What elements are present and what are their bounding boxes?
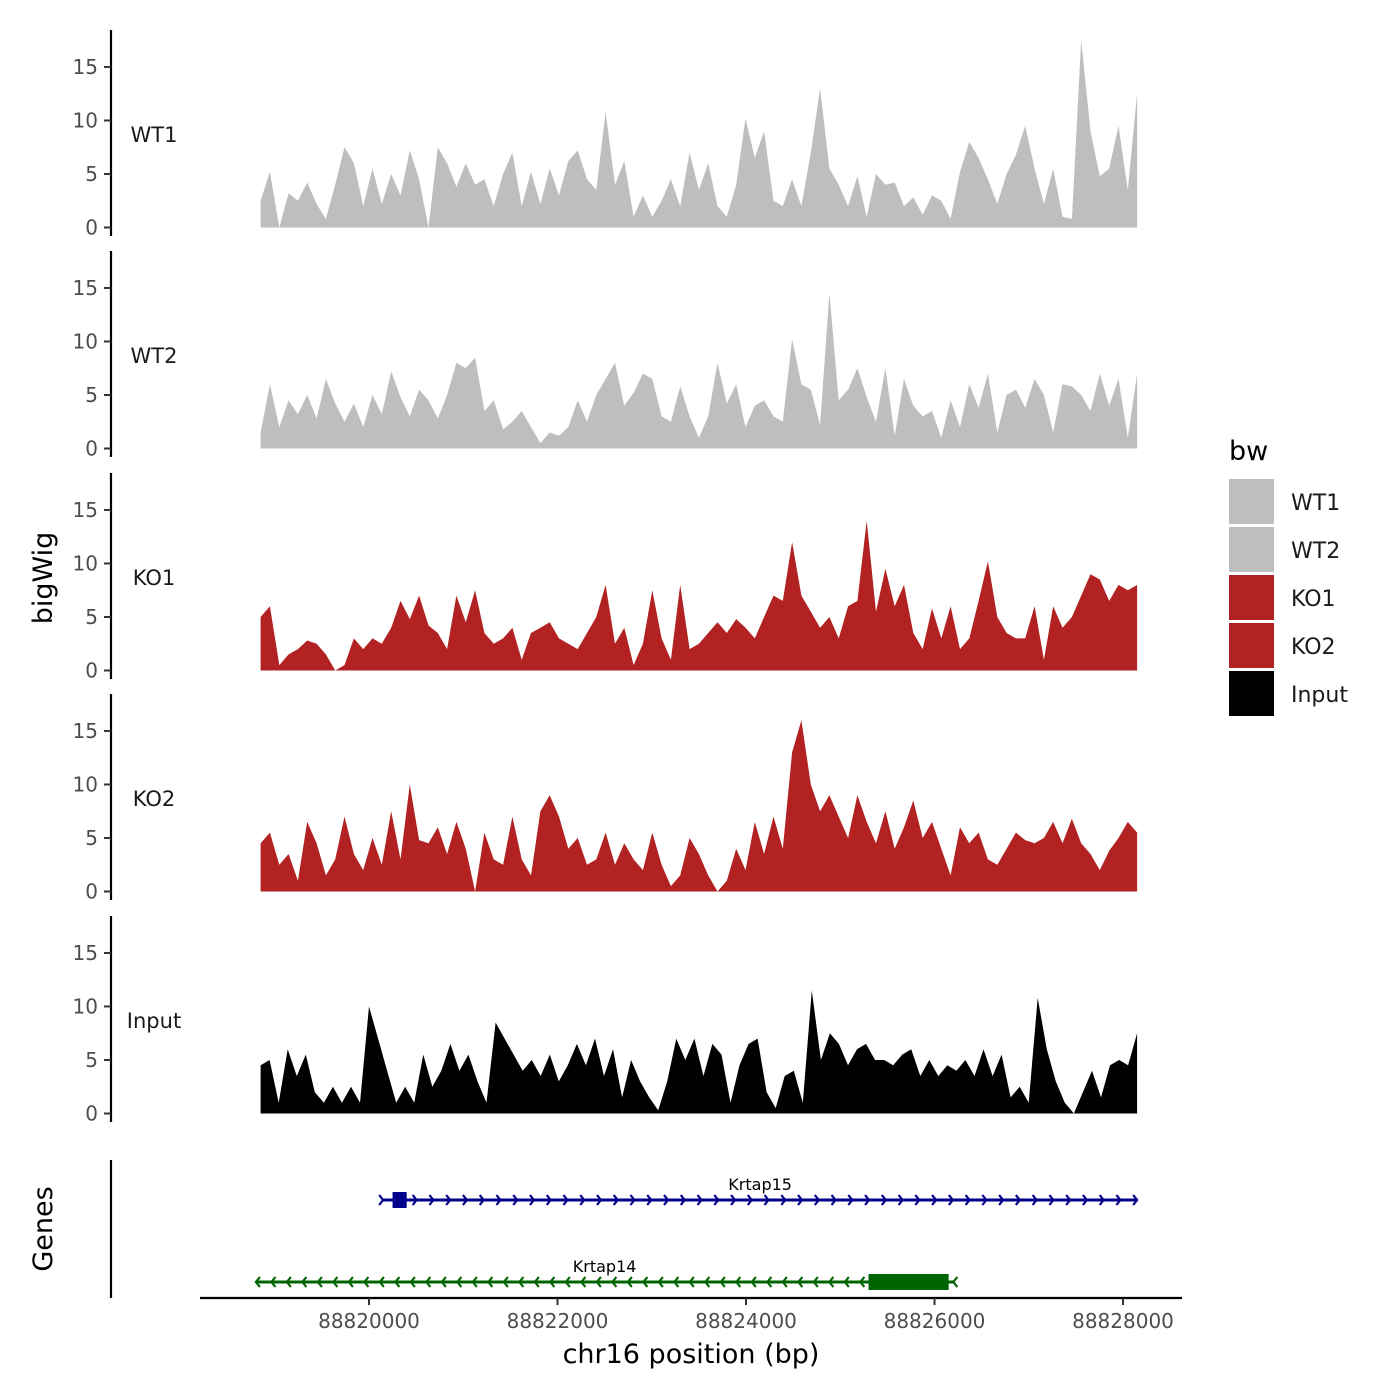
legend-label: KO1 <box>1291 587 1336 612</box>
legend-items: WT1 WT2 KO1 KO2 Input <box>1229 479 1348 716</box>
gene-exon <box>393 1192 407 1208</box>
track-label: Input <box>127 1009 181 1033</box>
legend-key-input <box>1229 671 1274 716</box>
y-tick-label: 0 <box>85 880 98 904</box>
track-input: 0 5 10 15 Input <box>73 916 1138 1126</box>
y-tick-label: 0 <box>85 659 98 683</box>
legend-label: KO2 <box>1291 635 1336 660</box>
coverage-area-wt1 <box>261 40 1138 227</box>
y-tick-label: 15 <box>73 55 98 79</box>
track-label: KO1 <box>133 566 176 590</box>
gene-krtap15: Krtap15 <box>379 1175 1137 1208</box>
x-ticks: 88820000 88822000 88824000 88826000 88828000 <box>318 1298 1174 1333</box>
y-tick-label: 15 <box>73 276 98 300</box>
gene-krtap14: Krtap14 <box>256 1257 957 1290</box>
track-label: WT2 <box>131 344 178 368</box>
coverage-area-ko1 <box>261 521 1138 671</box>
strand-chevron-icon <box>953 1277 957 1287</box>
track-ko2: 0 5 10 15 KO2 <box>73 694 1138 904</box>
x-tick-label: 88826000 <box>884 1309 986 1333</box>
track-wt2: 0 5 10 15 WT2 <box>73 251 1138 461</box>
y-tick-label: 5 <box>85 826 98 850</box>
y-tick-label: 10 <box>73 108 98 132</box>
legend-key-wt1 <box>1229 479 1274 524</box>
y-tick-label: 10 <box>73 772 98 796</box>
gene-models: Krtap15 Krtap14 <box>256 1175 1137 1290</box>
track-ko1: 0 5 10 15 KO1 <box>73 473 1138 683</box>
x-tick-label: 88820000 <box>318 1309 420 1333</box>
bigwig-track-plot: 0 5 10 15 WT1 0 5 10 15 WT2 0 5 10 15 KO1 0 5 10 15 KO2 0 5 10… <box>0 0 1400 1400</box>
track-label: KO2 <box>133 787 176 811</box>
gene-annotation-panel: Krtap15 Krtap14 <box>111 1160 1137 1298</box>
y-tick-label: 10 <box>73 551 98 575</box>
y-tick-label: 0 <box>85 437 98 461</box>
legend-label: WT2 <box>1291 539 1340 564</box>
y-tick-label: 5 <box>85 1048 98 1072</box>
strand-chevron-icon <box>379 1195 383 1205</box>
y-tick-label: 10 <box>73 329 98 353</box>
legend-title: bw <box>1229 436 1268 467</box>
legend: bw WT1 WT2 KO1 KO2 Input <box>1229 436 1348 716</box>
y-tick-label: 15 <box>73 941 98 965</box>
track-wt1: 0 5 10 15 WT1 <box>73 30 1138 240</box>
y-tick-label: 5 <box>85 383 98 407</box>
y-tick-label: 15 <box>73 719 98 743</box>
legend-label: WT1 <box>1291 491 1340 516</box>
coverage-area-ko2 <box>261 720 1138 891</box>
y-tick-label: 0 <box>85 1102 98 1126</box>
gene-label: Krtap14 <box>573 1257 637 1276</box>
x-tick-label: 88822000 <box>507 1309 609 1333</box>
legend-label: Input <box>1291 683 1348 708</box>
coverage-area-wt2 <box>261 293 1138 448</box>
legend-key-wt2 <box>1229 527 1274 572</box>
y-axis-title: bigWig <box>28 532 59 625</box>
track-label: WT1 <box>131 123 178 147</box>
gene-panel-title: Genes <box>28 1186 59 1271</box>
legend-key-ko1 <box>1229 575 1274 620</box>
coverage-area-input <box>261 990 1138 1113</box>
coverage-tracks: 0 5 10 15 WT1 0 5 10 15 WT2 0 5 10 15 KO1 0 5 10 15 KO2 0 5 10… <box>73 30 1138 1126</box>
y-tick-label: 5 <box>85 162 98 186</box>
gene-label: Krtap15 <box>728 1175 792 1194</box>
y-tick-label: 0 <box>85 216 98 240</box>
y-tick-label: 10 <box>73 994 98 1018</box>
x-axis: 88820000 88822000 88824000 88826000 88828000 <box>200 1298 1182 1333</box>
x-tick-label: 88828000 <box>1072 1309 1174 1333</box>
y-tick-label: 15 <box>73 498 98 522</box>
y-tick-label: 5 <box>85 605 98 629</box>
gene-exon <box>869 1274 949 1290</box>
x-axis-title: chr16 position (bp) <box>563 1339 820 1370</box>
x-tick-label: 88824000 <box>695 1309 797 1333</box>
legend-key-ko2 <box>1229 623 1274 668</box>
